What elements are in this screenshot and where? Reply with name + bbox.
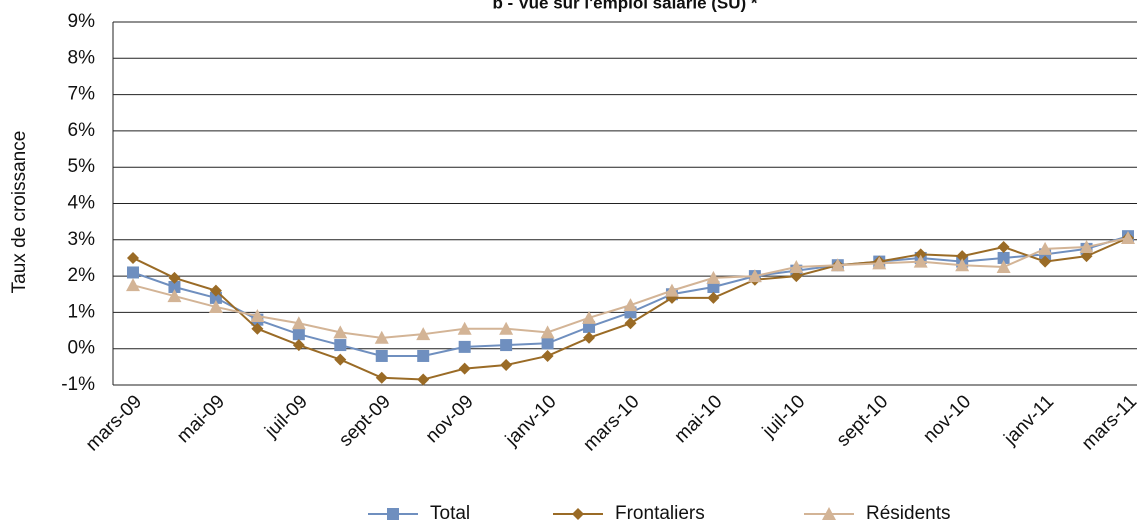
chart-title: b - Vue sur l'emploi salarié (SU) * bbox=[492, 0, 757, 12]
marker bbox=[572, 508, 584, 520]
marker bbox=[375, 371, 388, 384]
marker bbox=[291, 316, 306, 330]
marker bbox=[209, 291, 222, 304]
marker bbox=[540, 325, 555, 339]
legend-item: Résidents bbox=[804, 503, 951, 524]
marker bbox=[996, 260, 1011, 274]
y-tick-label: 8% bbox=[68, 47, 96, 68]
marker bbox=[457, 321, 472, 335]
y-tick-label: 2% bbox=[68, 265, 96, 286]
x-tick-label: mars-10 bbox=[579, 391, 643, 455]
marker bbox=[500, 339, 513, 352]
marker bbox=[747, 269, 762, 283]
marker bbox=[1079, 240, 1094, 254]
y-tick-label: 6% bbox=[68, 120, 96, 141]
marker bbox=[127, 266, 139, 279]
marker bbox=[624, 317, 637, 330]
marker bbox=[582, 310, 597, 324]
marker bbox=[168, 280, 181, 293]
marker bbox=[334, 339, 347, 352]
marker bbox=[458, 362, 471, 375]
marker bbox=[292, 328, 305, 341]
marker bbox=[789, 260, 804, 274]
marker bbox=[1080, 250, 1093, 263]
y-axis-title: Taux de croissance bbox=[9, 131, 30, 294]
x-tick-label: janv-10 bbox=[501, 391, 561, 451]
legend-label: Résidents bbox=[866, 503, 951, 524]
marker bbox=[913, 254, 928, 268]
marker bbox=[997, 251, 1010, 264]
y-tick-label: 9% bbox=[68, 11, 96, 32]
x-tick-label: mars-11 bbox=[1078, 391, 1138, 454]
marker bbox=[208, 299, 223, 313]
y-tick-label: 7% bbox=[68, 84, 96, 105]
marker bbox=[416, 327, 431, 341]
marker bbox=[706, 270, 721, 284]
marker bbox=[790, 270, 803, 283]
marker bbox=[623, 298, 638, 312]
marker bbox=[167, 289, 182, 303]
marker bbox=[541, 349, 554, 362]
marker bbox=[168, 271, 181, 284]
marker bbox=[664, 283, 679, 297]
x-tick-label: mai-09 bbox=[173, 391, 229, 447]
marker bbox=[541, 337, 554, 350]
marker bbox=[955, 258, 970, 272]
marker bbox=[417, 349, 430, 362]
legend-label: Total bbox=[430, 503, 470, 524]
marker bbox=[458, 340, 471, 353]
x-tick-label: juil-09 bbox=[261, 391, 312, 442]
y-tick-label: 0% bbox=[68, 338, 96, 359]
marker bbox=[822, 507, 836, 520]
x-tick-label: juil-10 bbox=[758, 391, 809, 442]
marker bbox=[500, 359, 513, 372]
x-tick-label: janv-11 bbox=[1000, 391, 1059, 450]
x-tick-label: mai-10 bbox=[671, 391, 727, 447]
marker bbox=[830, 258, 845, 272]
marker bbox=[417, 373, 430, 386]
marker bbox=[251, 322, 264, 335]
marker bbox=[499, 321, 514, 335]
marker bbox=[292, 339, 305, 352]
marker bbox=[1039, 255, 1052, 268]
x-tick-label: nov-10 bbox=[919, 391, 975, 447]
marker bbox=[375, 349, 388, 362]
marker bbox=[707, 291, 720, 304]
marker bbox=[1121, 230, 1135, 244]
marker bbox=[872, 256, 887, 270]
marker bbox=[707, 280, 720, 293]
marker bbox=[126, 278, 140, 292]
marker bbox=[250, 309, 265, 323]
marker bbox=[127, 251, 139, 264]
y-tick-label: -1% bbox=[61, 374, 95, 395]
marker bbox=[997, 241, 1010, 254]
y-tick-label: 3% bbox=[68, 229, 96, 250]
marker bbox=[1038, 241, 1053, 255]
marker bbox=[583, 331, 596, 344]
legend-item: Total bbox=[368, 503, 470, 524]
y-tick-label: 5% bbox=[68, 156, 96, 177]
x-tick-label: sept-10 bbox=[833, 391, 893, 451]
y-tick-label: 4% bbox=[68, 193, 96, 214]
x-tick-label: sept-09 bbox=[335, 391, 395, 451]
legend-label: Frontaliers bbox=[615, 503, 705, 524]
marker bbox=[334, 353, 347, 366]
marker bbox=[914, 248, 927, 261]
marker bbox=[956, 250, 969, 263]
marker bbox=[387, 508, 399, 520]
x-tick-label: mars-09 bbox=[82, 391, 146, 455]
marker bbox=[209, 284, 222, 297]
marker bbox=[374, 330, 389, 344]
marker bbox=[333, 325, 348, 339]
x-tick-label: nov-09 bbox=[422, 391, 478, 447]
legend-item: Frontaliers bbox=[553, 503, 705, 524]
y-tick-label: 1% bbox=[68, 301, 96, 322]
marker bbox=[583, 320, 596, 333]
